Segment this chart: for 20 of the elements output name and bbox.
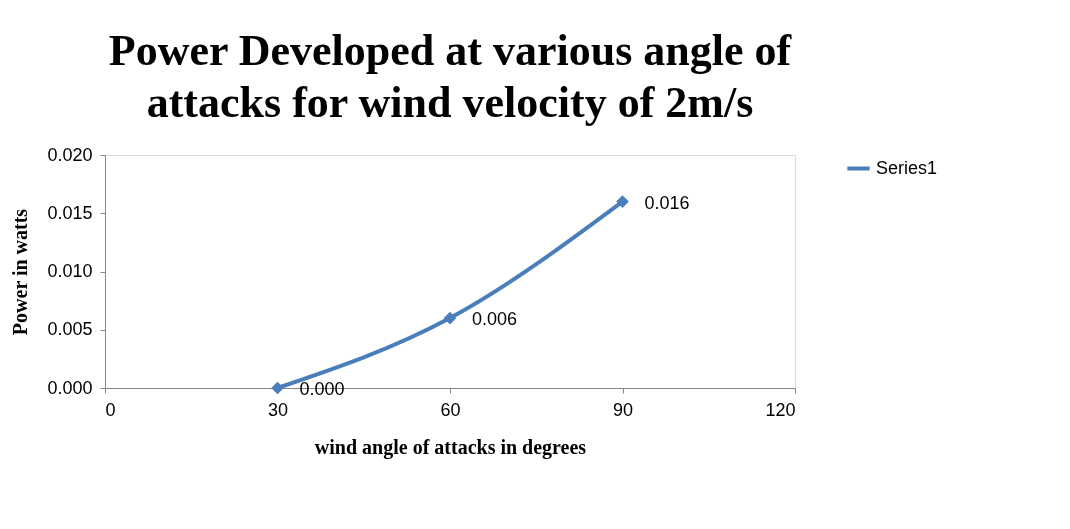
data-label: 0.000 [299,379,345,399]
y-tick-label: 0.005 [47,319,93,340]
x-tick-label: 60 [440,399,461,420]
x-tick-label: 120 [765,399,796,420]
y-tick-label: 0.015 [47,202,93,223]
x-tick-label: 90 [612,399,634,420]
point [616,195,629,208]
chart-title: Power Developed at various angle of attacks for wind velocity of 2m/s [108,26,793,127]
x-tick-label: 30 [267,399,289,420]
y-tick-label: 0.010 [47,261,93,281]
legend-label: Series1 [876,157,938,178]
y-tick-label: 0.020 [47,144,93,165]
y-tick-label: 0.000 [47,377,93,398]
data-label: 0.006 [472,309,518,330]
x-tick-label: 0 [105,399,116,420]
y-axis-title: Power in watts [9,208,32,336]
point [271,381,284,395]
point [443,311,457,325]
x-axis-title: wind angle of attacks in degrees [314,435,587,459]
data-label: 0.016 [644,192,690,213]
